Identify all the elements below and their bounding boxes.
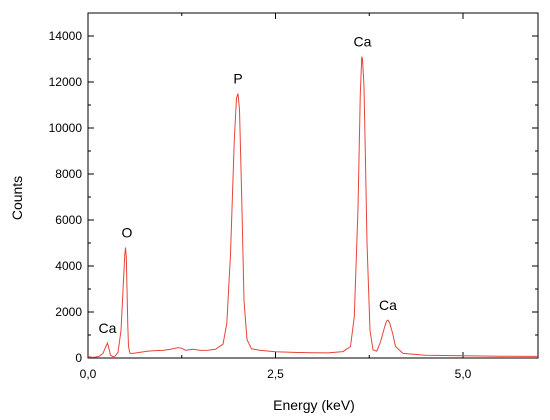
x-tick-label: 5,0 [455, 367, 472, 381]
peak-label: Ca [354, 34, 372, 50]
x-tick-label: 0,0 [80, 367, 97, 381]
y-tick-label: 2000 [55, 305, 82, 319]
y-tick-label: 8000 [55, 167, 82, 181]
y-tick-label: 14000 [49, 29, 83, 43]
peak-label: Ca [99, 320, 117, 336]
peak-label: O [122, 225, 133, 241]
y-tick-label: 0 [75, 351, 82, 365]
y-axis: 0 2000 4000 6000 8000 10000 12000 14000 [49, 29, 538, 365]
peak-labels: Ca O P Ca Ca [99, 34, 398, 336]
x-axis-title: Energy (keV) [273, 397, 355, 413]
y-axis-title: Counts [9, 176, 25, 220]
y-tick-label: 10000 [49, 121, 83, 135]
peak-label: Ca [379, 297, 397, 313]
y-tick-label: 12000 [49, 75, 83, 89]
y-tick-label: 6000 [55, 213, 82, 227]
y-tick-label: 4000 [55, 259, 82, 273]
x-axis: 0,0 2,5 5,0 [80, 13, 472, 381]
x-tick-label: 2,5 [267, 367, 284, 381]
spectrum-line [87, 56, 539, 358]
plot-area [87, 12, 539, 359]
peak-label: P [233, 71, 242, 87]
plot-border [87, 12, 539, 359]
